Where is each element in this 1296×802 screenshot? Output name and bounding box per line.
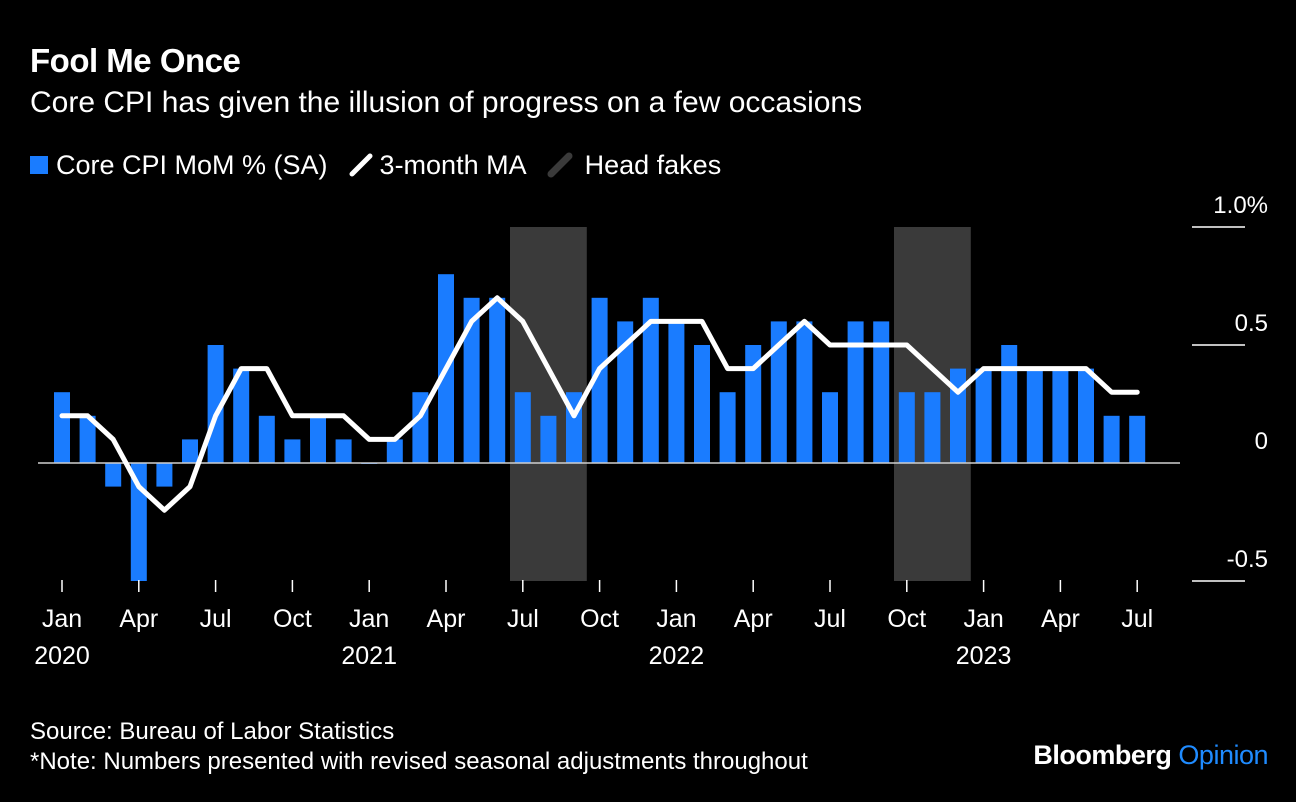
bar-2023-02 [1001,345,1018,463]
bar-2021-02 [386,439,403,463]
legend-item-shade: Head fakes [547,149,722,181]
legend-item-bars: Core CPI MoM % (SA) [30,150,328,181]
bar-2022-09 [873,321,890,463]
bar-2021-10 [591,297,608,463]
bar-2020-10 [284,439,301,463]
bar-swatch-icon [30,156,48,174]
x-tick-label: Apr [734,605,773,633]
x-tick-label: Apr [1041,605,1080,633]
bar-2020-02 [79,415,96,463]
x-year-label: 2023 [956,642,1012,670]
x-tick-label: Jul [200,605,232,633]
x-tick-label: Jan [42,605,82,633]
y-tick-label: 1.0% [1213,192,1268,219]
x-tick-label: Jul [1121,605,1153,633]
x-year-label: 2022 [649,642,705,670]
x-tick-label: Apr [119,605,158,633]
bar-2021-05 [463,297,480,463]
x-tick-label: Apr [427,605,466,633]
x-tick-label: Jan [656,605,696,633]
legend: Core CPI MoM % (SA) 3-month MA Head fake… [30,150,741,180]
bar-2022-10 [898,392,915,463]
bar-2022-01 [668,321,685,463]
bar-2023-07 [1129,415,1146,463]
footnote: *Note: Numbers presented with revised se… [30,748,808,775]
legend-label-line: 3-month MA [379,149,527,180]
x-tick-label: Jul [507,605,539,633]
bar-2022-03 [719,392,736,463]
bar-2023-04 [1052,368,1069,463]
bar-2022-08 [847,321,864,463]
bar-2022-12 [950,368,966,463]
bar-2020-11 [310,415,326,463]
bar-2020-06 [182,439,198,463]
x-tick-label: Oct [580,605,619,633]
bar-2020-03 [105,463,122,487]
y-tick-label: -0.5 [1227,546,1268,573]
bar-2021-08 [540,415,557,463]
chart-title: Fool Me Once [30,42,241,79]
ma-line [59,295,1140,513]
bar-2023-01 [975,368,992,463]
bar-2023-05 [1078,368,1094,463]
x-tick-label: Jul [814,605,846,633]
bar-2023-06 [1103,415,1120,463]
source-note: Source: Bureau of Labor Statistics [30,718,395,745]
x-year-label: 2020 [34,642,90,670]
legend-label-shade: Head fakes [584,149,722,180]
line-swatch-icon [349,153,373,177]
legend-item-line: 3-month MA [348,150,527,181]
bar-2021-07 [514,392,531,463]
bar-2022-06 [796,321,813,463]
brand-name: Bloomberg [1033,740,1172,770]
chart-subtitle: Core CPI has given the illusion of progr… [30,86,863,119]
x-year-label: 2021 [341,642,397,670]
legend-label-bars: Core CPI MoM % (SA) [56,149,328,180]
x-tick-label: Oct [887,605,926,633]
bar-2021-06 [489,297,506,463]
brand-suffix: Opinion [1178,740,1268,770]
brand-logo: Bloomberg Opinion [1033,740,1268,771]
x-tick-label: Jan [349,605,389,633]
bar-2020-01 [54,392,70,463]
bar-2020-05 [156,463,173,487]
bar-2022-02 [694,345,710,463]
x-tick-label: Jan [963,605,1003,633]
bar-2022-04 [745,345,762,463]
y-tick-label: 0.5 [1235,310,1268,337]
bar-2022-11 [924,392,941,463]
bar-2020-12 [335,439,352,463]
bar-2021-12 [642,297,659,463]
bar-2022-05 [770,321,787,463]
x-tick-label: Oct [273,605,312,633]
bar-2022-07 [822,392,838,463]
bar-2021-11 [617,321,634,463]
shade-swatch-icon [547,152,573,178]
bar-2023-03 [1026,368,1043,463]
bar-2020-08 [233,368,250,463]
y-tick-label: 0 [1255,428,1268,455]
bar-2020-09 [258,415,275,463]
